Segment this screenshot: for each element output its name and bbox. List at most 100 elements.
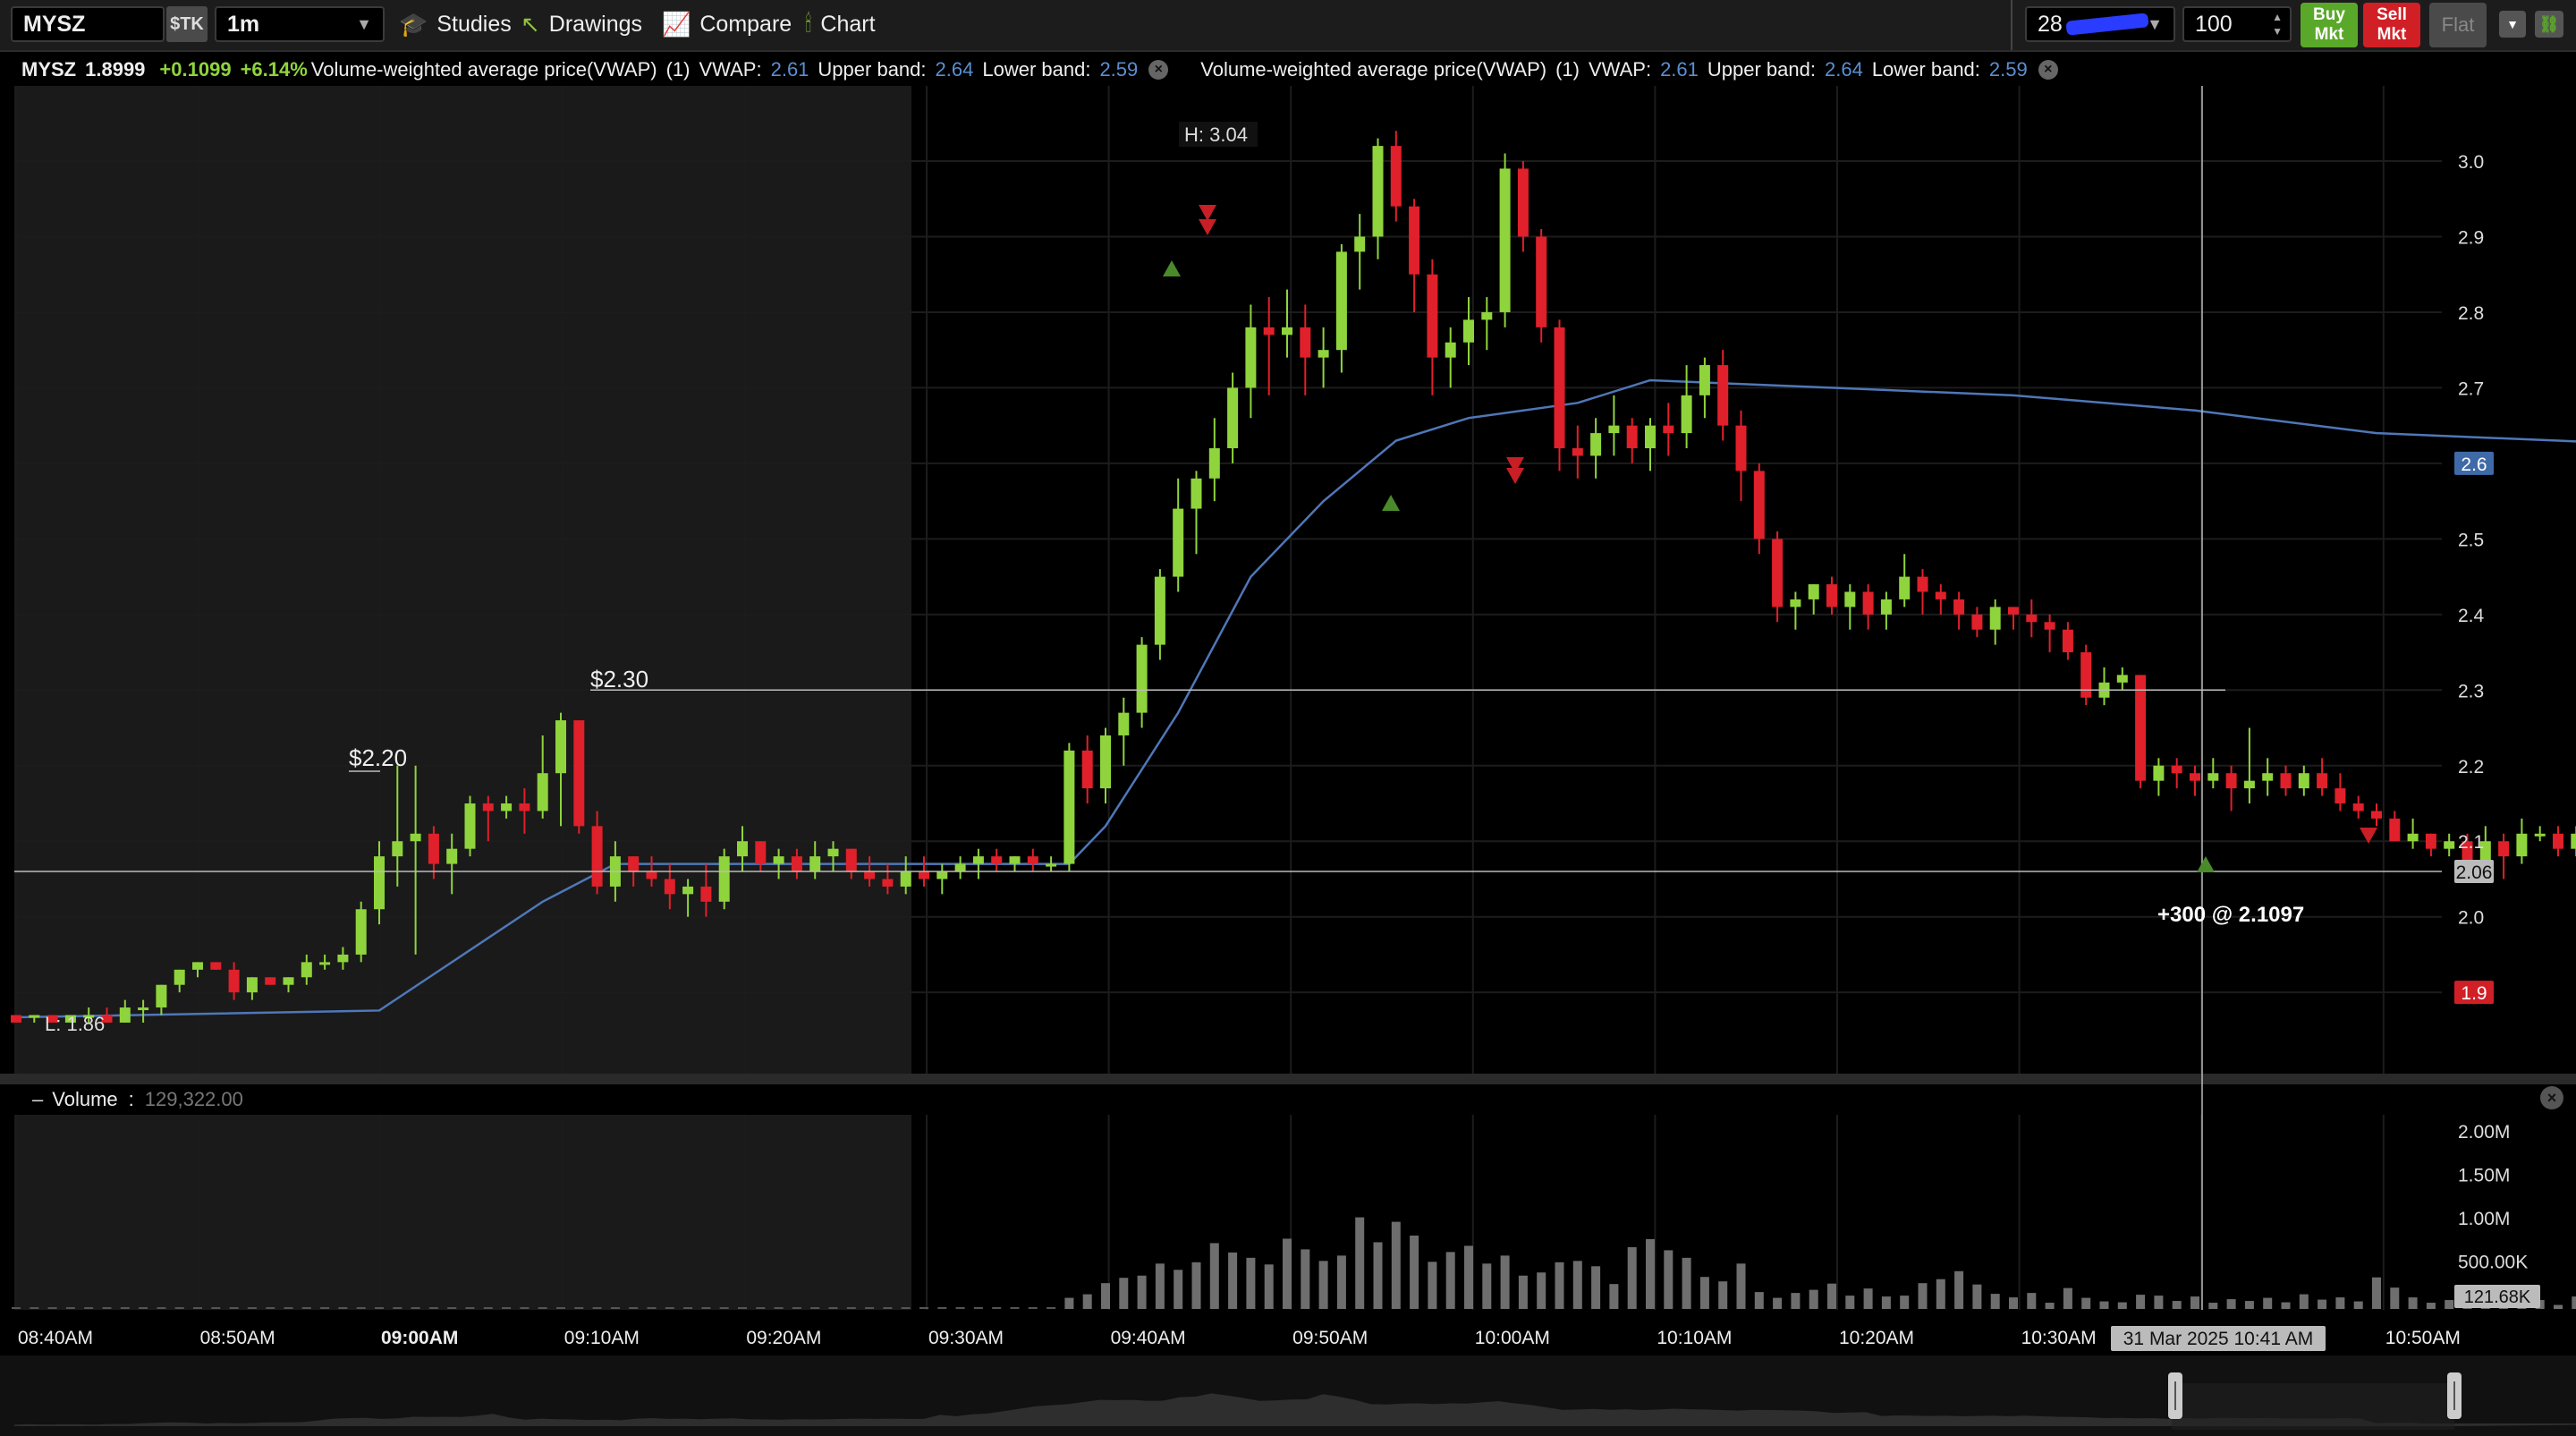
candle-body <box>1282 327 1292 336</box>
price-axis-tick: 2.0 <box>2458 908 2484 929</box>
volume-value: 129,322.00 <box>144 1087 243 1110</box>
menu-dropdown-button[interactable]: ▼ <box>2499 11 2526 38</box>
candle-body <box>1499 168 1511 312</box>
candle-body <box>1536 236 1547 327</box>
close-volume-pane-icon[interactable]: × <box>2540 1086 2563 1109</box>
chart-type-button[interactable]: 🕯 Chart <box>805 6 876 42</box>
volume-bar <box>229 1307 239 1309</box>
candle-body <box>2080 652 2092 698</box>
price-axis-tick: 2.3 <box>2458 681 2484 701</box>
volume-bar <box>2445 1300 2454 1309</box>
remove-study2-icon[interactable]: × <box>2038 60 2058 80</box>
sell-marker-icon[interactable] <box>1506 468 1524 484</box>
volume-bar <box>756 1307 766 1309</box>
price-axis-tick: 2.4 <box>2458 606 2485 626</box>
candle-body <box>2135 675 2147 781</box>
volume-collapse-icon[interactable]: – <box>32 1087 44 1110</box>
volume-bar <box>428 1307 438 1309</box>
security-type-badge[interactable]: $TK <box>166 6 208 42</box>
time-axis-tick: 10:10AM <box>1657 1328 1732 1348</box>
candle-body <box>1263 327 1275 336</box>
link-button[interactable]: ⛓ <box>2535 11 2563 38</box>
study1-name[interactable]: Volume-weighted average price(VWAP) <box>310 58 657 81</box>
drawings-button[interactable]: ↖ Drawings <box>521 6 642 42</box>
last-price-badge-box <box>2454 981 2494 1005</box>
interval-select[interactable]: 1m ▼ <box>215 6 385 42</box>
quantity-stepper[interactable]: 100 ▲ ▼ <box>2182 6 2292 42</box>
volume-bar <box>356 1307 366 1309</box>
volume-bar <box>574 1307 584 1309</box>
flat-button[interactable]: Flat <box>2429 3 2487 47</box>
candle-body <box>64 1015 76 1023</box>
study1-upper-label: Upper band: <box>818 58 927 81</box>
pane-divider[interactable] <box>0 1074 2576 1084</box>
price-axis-tick: 3.0 <box>2458 152 2484 173</box>
study2-lower-label: Lower band: <box>1871 58 1980 81</box>
buy-marker-icon[interactable] <box>1163 260 1181 276</box>
legend-change: +0.1099 <box>159 58 232 81</box>
price-level-label-220: $2.20 <box>349 744 407 771</box>
candle-body <box>1826 584 1837 608</box>
candle-body <box>1173 508 1184 577</box>
price-axis-tick: 2.7 <box>2458 378 2484 399</box>
navigator-window[interactable] <box>2172 1383 2454 1430</box>
candle-body <box>1717 365 1729 426</box>
candle-body <box>192 962 203 970</box>
candle-body <box>1880 599 1892 615</box>
volume-bar <box>955 1307 965 1309</box>
candle-body <box>337 954 349 963</box>
buy-marker-icon[interactable] <box>2197 856 2215 872</box>
legend-symbol: MYSZ <box>21 58 77 81</box>
candle-body <box>246 977 258 993</box>
compare-button[interactable]: 📈 Compare <box>662 6 792 42</box>
candle-body <box>2153 765 2165 781</box>
volume-bar <box>2554 1304 2563 1309</box>
volume-bar <box>2081 1297 2091 1309</box>
candle-body <box>374 856 385 910</box>
candle-body <box>410 833 421 842</box>
chart-legend: MYSZ 1.8999 +0.1099 +6.14% Volume-weight… <box>21 56 2067 83</box>
symbol-input[interactable]: MYSZ <box>11 6 165 42</box>
volume-bar <box>556 1307 565 1309</box>
symbol-value: MYSZ <box>23 11 86 37</box>
study2-name[interactable]: Volume-weighted average price(VWAP) <box>1200 58 1547 81</box>
candle-body <box>174 969 185 985</box>
volume-bars-layer <box>12 1217 2576 1309</box>
candle-body <box>1971 614 1983 630</box>
buy-market-button[interactable]: Buy Mkt <box>2301 3 2358 47</box>
volume-bar <box>1191 1262 1201 1309</box>
axes-layer: 3.02.92.82.72.62.52.42.32.22.12.02.62.06… <box>0 152 2576 1436</box>
candle-body <box>1191 478 1202 509</box>
price-level-label-230: $2.30 <box>590 666 648 693</box>
volume-bar <box>1646 1238 1655 1309</box>
remove-study1-icon[interactable]: × <box>1148 60 1169 80</box>
volume-bar <box>901 1307 911 1309</box>
buy-marker-icon[interactable] <box>1382 495 1400 511</box>
candle-body <box>1645 425 1656 448</box>
volume-axis-tick: 500.00K <box>2458 1253 2528 1273</box>
candle-body <box>1699 365 1710 395</box>
sell-market-button[interactable]: Sell Mkt <box>2363 3 2420 47</box>
navigator-area <box>14 1393 2576 1426</box>
volume-bar <box>1209 1243 1219 1309</box>
volume-bar <box>701 1307 711 1309</box>
volume-bar <box>2117 1302 2127 1309</box>
candle-body <box>1136 644 1148 713</box>
sell-marker-icon[interactable] <box>2360 828 2377 844</box>
compare-label: Compare <box>699 11 792 37</box>
volume-bar <box>1064 1297 1074 1309</box>
sell-marker-icon[interactable] <box>1199 219 1216 235</box>
sell-marker-icon[interactable] <box>1199 205 1216 221</box>
sell-marker-icon[interactable] <box>1506 457 1524 473</box>
volume-bar <box>1046 1307 1056 1309</box>
candle-body <box>1554 327 1565 448</box>
stepper-arrows-icon: ▲ ▼ <box>2272 11 2283 38</box>
flat-label: Flat <box>2441 13 2475 36</box>
candle-body <box>464 803 476 849</box>
studies-button[interactable]: 🎓 Studies <box>399 6 512 42</box>
candle-body <box>446 848 458 864</box>
candle-body <box>1989 607 2001 630</box>
account-select[interactable]: 28 ▼ <box>2025 6 2175 42</box>
candle-body <box>1626 425 1638 448</box>
